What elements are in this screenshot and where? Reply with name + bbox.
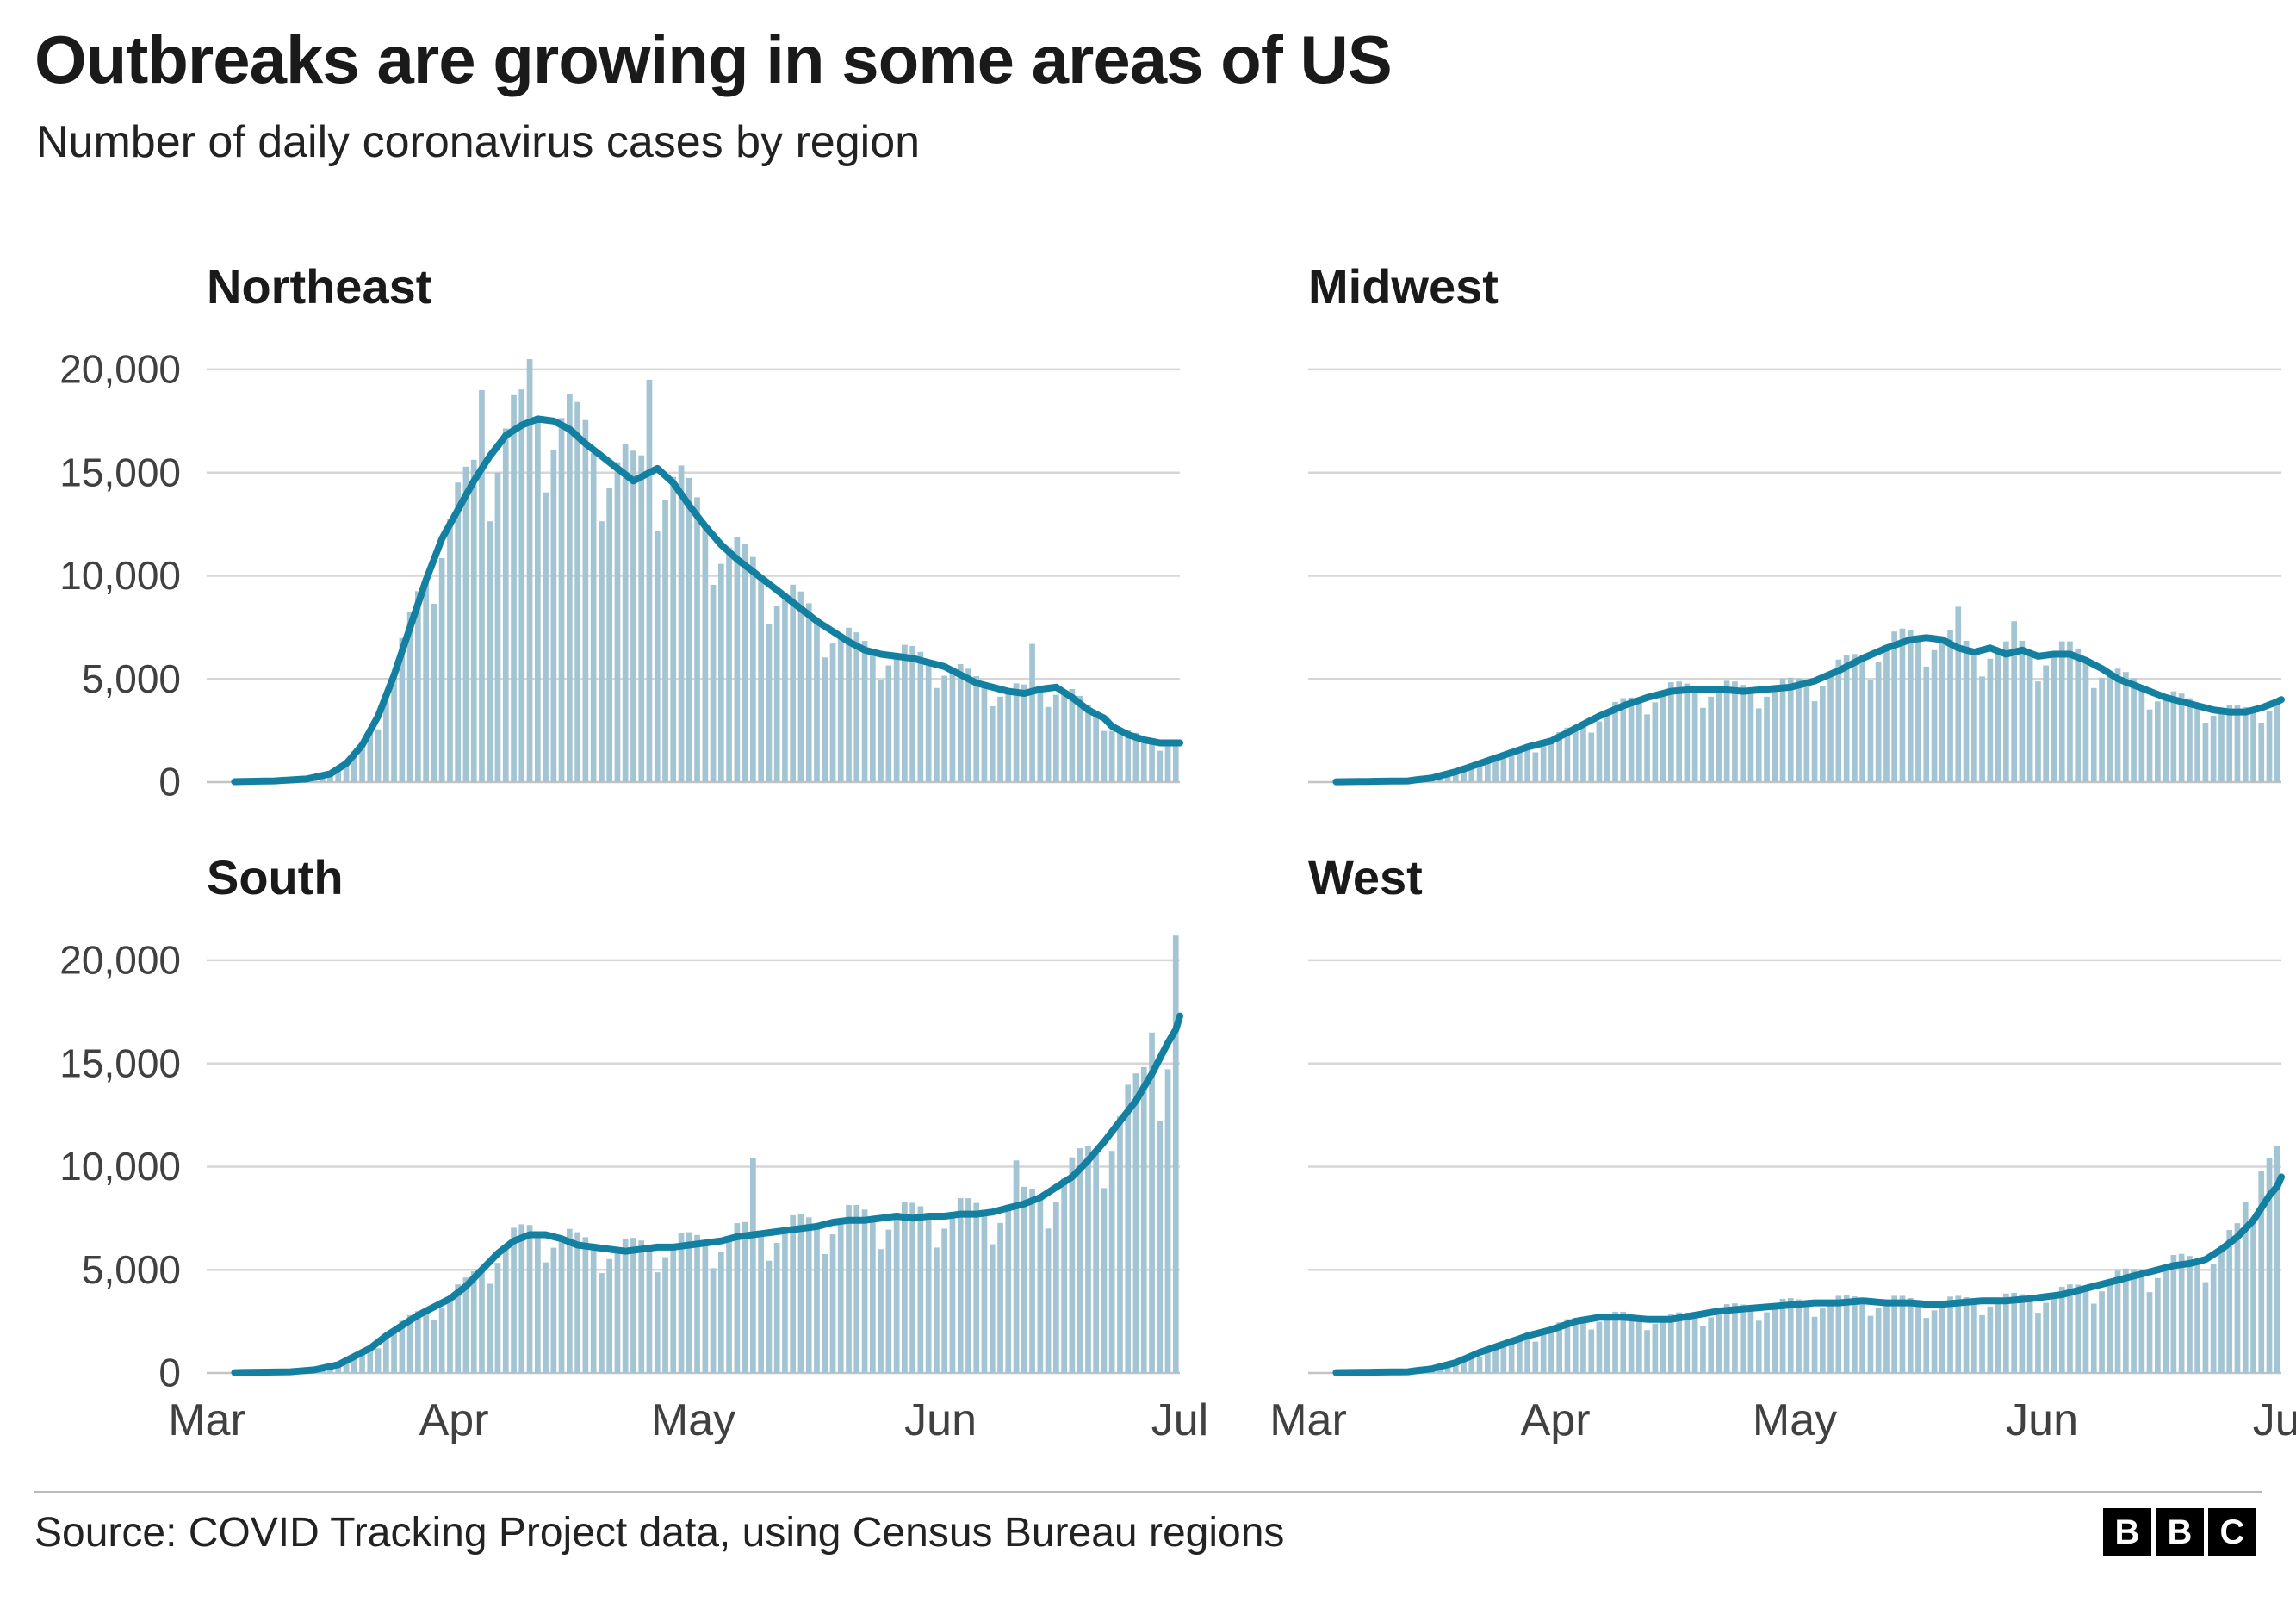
panel-title-south: South bbox=[207, 850, 344, 904]
svg-text:20,000: 20,000 bbox=[59, 347, 181, 392]
svg-text:May: May bbox=[1753, 1395, 1837, 1445]
svg-text:Jun: Jun bbox=[2006, 1395, 2078, 1445]
panel-midwest: Midwest bbox=[1282, 258, 2292, 799]
svg-text:15,000: 15,000 bbox=[59, 1040, 181, 1085]
svg-text:Mar: Mar bbox=[1269, 1395, 1347, 1445]
source-credit: Source: COVID Tracking Project data, usi… bbox=[34, 1509, 1285, 1556]
panel-title-west: West bbox=[1308, 850, 1423, 904]
footer: Source: COVID Tracking Project data, usi… bbox=[34, 1491, 2262, 1556]
svg-text:0: 0 bbox=[158, 1351, 181, 1395]
chart-midwest bbox=[1308, 368, 2285, 786]
panel-west: West Mar Apr May Jun Jul bbox=[1269, 849, 2296, 1455]
svg-text:0: 0 bbox=[158, 760, 181, 804]
bbc-logo-block-3: C bbox=[2208, 1508, 2256, 1556]
panel-title-northeast: Northeast bbox=[207, 259, 432, 314]
svg-text:5,000: 5,000 bbox=[82, 656, 181, 701]
svg-text:Apr: Apr bbox=[419, 1395, 489, 1445]
bbc-logo-block-1: B bbox=[2103, 1508, 2151, 1556]
svg-text:10,000: 10,000 bbox=[59, 1144, 181, 1189]
panels-row-bottom: South 0 5,000 10,000 15,000 20,000 Mar Apr May J… bbox=[34, 849, 2296, 1455]
chart-south: 0 5,000 10,000 15,000 20,000 Mar Apr May Jun Jul bbox=[59, 935, 1208, 1445]
svg-text:May: May bbox=[651, 1395, 735, 1445]
bbc-logo-block-2: B bbox=[2156, 1508, 2204, 1556]
panel-south: South 0 5,000 10,000 15,000 20,000 Mar Apr May J… bbox=[34, 849, 1208, 1455]
svg-text:15,000: 15,000 bbox=[59, 450, 181, 494]
panels-grid: Northeast 0 5,000 10,000 15,000 20,000 Midwe… bbox=[34, 258, 2296, 1455]
panels-row-top: Northeast 0 5,000 10,000 15,000 20,000 Midwe… bbox=[34, 258, 2296, 804]
bbc-logo: B B C bbox=[2103, 1508, 2256, 1556]
panel-northeast: Northeast 0 5,000 10,000 15,000 20,000 bbox=[34, 258, 1190, 804]
panel-title-midwest: Midwest bbox=[1308, 259, 1499, 314]
chart-subtitle: Number of daily coronavirus cases by reg… bbox=[36, 117, 921, 167]
svg-text:Mar: Mar bbox=[168, 1395, 245, 1445]
chart-northeast: 0 5,000 10,000 15,000 20,000 bbox=[59, 347, 1183, 804]
svg-text:Jul: Jul bbox=[1151, 1395, 1208, 1445]
chart-west: Mar Apr May Jun Jul bbox=[1269, 959, 2296, 1445]
svg-text:10,000: 10,000 bbox=[59, 553, 181, 598]
svg-text:Apr: Apr bbox=[1521, 1395, 1591, 1445]
svg-text:5,000: 5,000 bbox=[82, 1247, 181, 1292]
chart-title: Outbreaks are growing in some areas of U… bbox=[34, 22, 1393, 97]
svg-text:20,000: 20,000 bbox=[59, 938, 181, 983]
svg-text:Jul: Jul bbox=[2253, 1395, 2296, 1445]
svg-text:Jun: Jun bbox=[904, 1395, 977, 1445]
